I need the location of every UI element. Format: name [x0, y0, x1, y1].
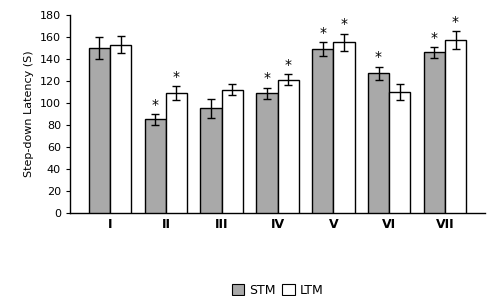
Bar	[445, 40, 466, 213]
Bar	[166, 93, 187, 213]
Bar	[110, 44, 132, 213]
Bar	[368, 73, 389, 213]
Text: *: *	[319, 26, 326, 40]
Bar	[312, 49, 334, 213]
Bar	[144, 120, 166, 213]
Text: *: *	[431, 30, 438, 44]
Text: *: *	[173, 70, 180, 84]
Bar	[89, 48, 110, 213]
Text: *: *	[152, 98, 159, 112]
Bar	[278, 80, 298, 213]
Legend: STM, LTM: STM, LTM	[227, 279, 328, 296]
Text: *: *	[375, 50, 382, 64]
Text: *: *	[452, 15, 459, 29]
Bar	[200, 108, 222, 213]
Bar	[424, 52, 445, 213]
Bar	[256, 93, 278, 213]
Bar	[334, 42, 354, 213]
Text: *: *	[264, 71, 270, 85]
Text: *: *	[284, 58, 292, 72]
Bar	[389, 92, 410, 213]
Text: *: *	[340, 17, 347, 31]
Bar	[222, 90, 243, 213]
Y-axis label: Step-down Latency (S): Step-down Latency (S)	[24, 51, 34, 177]
